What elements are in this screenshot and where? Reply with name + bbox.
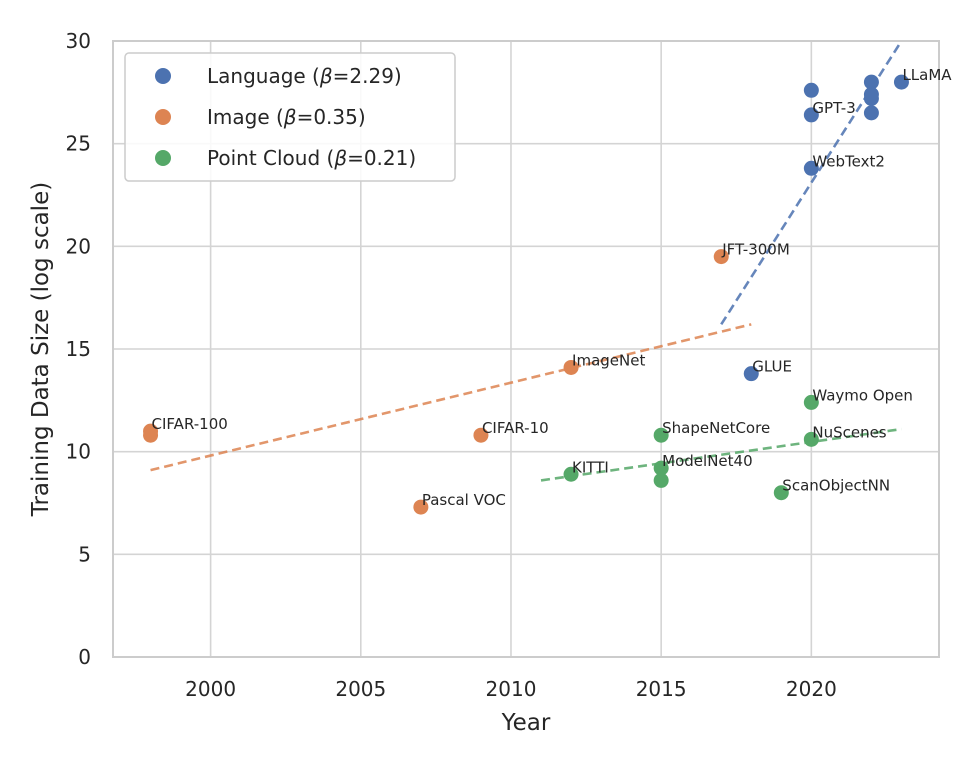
legend-marker (155, 150, 171, 166)
y-axis-label: Training Data Size (log scale) (28, 182, 54, 517)
data-point (143, 427, 159, 443)
data-point (653, 427, 669, 443)
y-tick-label: 5 (78, 542, 91, 566)
point-label: CIFAR-10 (482, 419, 549, 437)
point-label: LLaMA (902, 66, 952, 84)
data-point (563, 466, 579, 482)
x-tick-label: 2015 (636, 677, 687, 701)
x-tick-label: 2000 (185, 677, 236, 701)
data-point (863, 74, 879, 90)
data-point (743, 366, 759, 382)
point-label: ShapeNetCore (662, 419, 770, 437)
point-label: ModelNet40 (662, 452, 752, 470)
data-point (653, 472, 669, 488)
x-tick-label: 2010 (486, 677, 537, 701)
data-point (773, 485, 789, 501)
data-points (143, 74, 909, 515)
trend-lines (150, 40, 903, 482)
data-point (893, 74, 909, 90)
data-point (803, 160, 819, 176)
y-tick-label: 15 (66, 337, 91, 361)
point-label: KITTI (572, 458, 609, 476)
data-point (863, 90, 879, 106)
data-point (713, 249, 729, 265)
legend-label: Point Cloud (β=0.21) (207, 146, 416, 170)
trend-line (540, 427, 902, 482)
data-point (803, 82, 819, 98)
data-point (863, 105, 879, 121)
x-axis-label: Year (501, 710, 551, 736)
trend-line (150, 323, 752, 472)
x-tick-label: 2005 (335, 677, 386, 701)
data-point (563, 359, 579, 375)
point-label: GLUE (752, 358, 792, 376)
plot-frame (112, 40, 940, 658)
y-tick-labels: 0 5 10 15 20 25 30 (66, 29, 91, 669)
legend-marker (155, 68, 171, 84)
y-tick-label: 0 (78, 645, 91, 669)
y-tick-label: 10 (66, 440, 91, 464)
point-label: Pascal VOC (422, 491, 506, 509)
point-label: CIFAR-100 (152, 415, 228, 433)
legend-box (124, 52, 456, 182)
legend-label: Language (β=2.29) (207, 64, 402, 88)
data-point (653, 460, 669, 476)
x-tick-label: 2020 (786, 677, 837, 701)
x-tick-labels: 2000 2005 2010 2015 2020 (185, 677, 837, 701)
point-label: ScanObjectNN (782, 477, 890, 495)
legend: Language (β=2.29) Image (β=0.35) Point Clo… (124, 52, 456, 182)
point-label: Waymo Open (812, 386, 913, 404)
data-point (803, 431, 819, 447)
data-point (803, 107, 819, 123)
point-label: JFT-300M (721, 241, 790, 259)
point-label: ImageNet (572, 351, 645, 369)
data-point (803, 394, 819, 410)
point-label: NuScenes (812, 423, 886, 441)
y-tick-label: 20 (66, 234, 91, 258)
data-point (473, 427, 489, 443)
point-labels: GPT-3 WebText2 GLUE LLaMA CIFAR-100 Pascal VO… (152, 66, 953, 509)
y-tick-label: 30 (66, 29, 91, 53)
data-point (413, 499, 429, 515)
legend-label: Image (β=0.35) (207, 105, 366, 129)
point-label: WebText2 (812, 152, 885, 170)
point-label: GPT-3 (812, 99, 855, 117)
legend-marker (155, 109, 171, 125)
y-tick-label: 25 (66, 132, 91, 156)
